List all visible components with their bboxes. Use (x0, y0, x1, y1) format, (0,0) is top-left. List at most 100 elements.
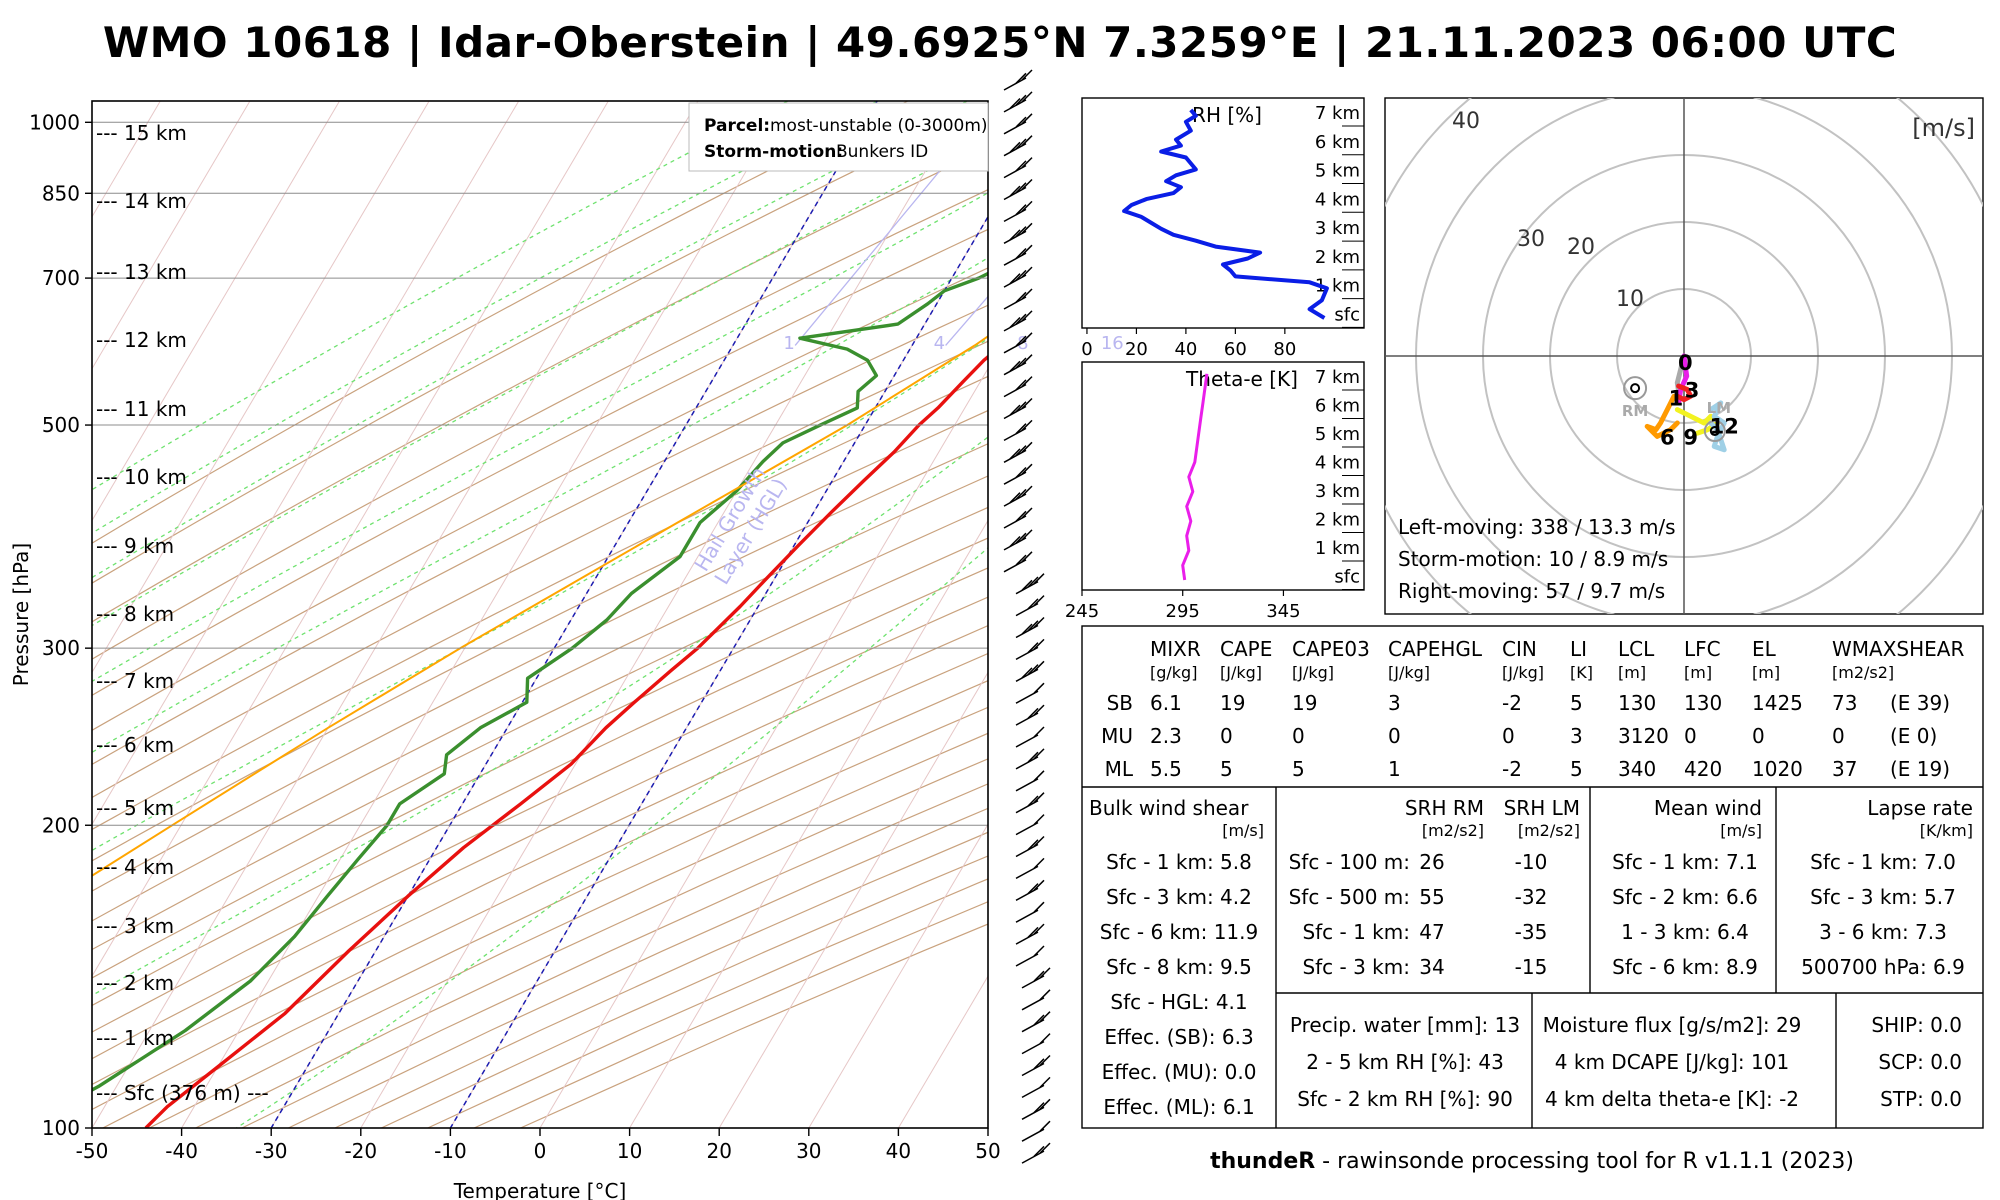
moist-adiabat (92, 101, 878, 534)
rh-km-label: 2 km (1315, 247, 1360, 268)
wind-barb-flag (1021, 288, 1033, 300)
mixing-ratio-label: 4 (934, 333, 945, 354)
wind-barb-flag (1027, 598, 1039, 610)
legend-storm-key: Storm-motion: (704, 142, 843, 162)
wind-barb-flag (1015, 445, 1027, 457)
param-cell: 420 (1684, 757, 1722, 781)
wind-barb-flag (1033, 726, 1045, 738)
wind-barb-flag (1033, 945, 1045, 957)
wind-barb-flag (1021, 200, 1033, 212)
hodograph-summary: Left-moving: 338 / 13.3 m/s (1398, 515, 1676, 539)
rh-x-tick-label: 60 (1224, 339, 1247, 360)
legend-storm-val: Bunkers ID (836, 142, 928, 162)
lapse-row: 3 - 6 km: 7.3 (1819, 920, 1947, 944)
bulk-row: Effec. (ML): 6.1 (1103, 1095, 1254, 1119)
temp-tick-label: -40 (165, 1139, 198, 1163)
param-cell: 340 (1618, 757, 1656, 781)
moist-adiabat (92, 101, 968, 579)
mean-row: Sfc - 1 km: 7.1 (1612, 850, 1758, 874)
temperature-line (144, 354, 988, 1128)
param-row-label: SB (1107, 691, 1133, 715)
height-label: --- 10 km (96, 465, 187, 489)
param-header: CIN (1502, 637, 1537, 661)
height-label: --- 14 km (96, 189, 187, 213)
param-cell: 3 (1388, 691, 1401, 715)
dry-adiabat (92, 228, 988, 697)
bulk-row: Sfc - 3 km: 4.2 (1106, 885, 1252, 909)
rh-km-label: 3 km (1315, 218, 1360, 239)
dry-adiabat (92, 375, 988, 831)
thetae-km-label: 7 km (1315, 367, 1360, 388)
hodograph-height-label: 12 (1710, 415, 1739, 439)
wind-barb-flag (1009, 273, 1021, 285)
rh-line (1122, 108, 1329, 320)
wind-barb-flag (1015, 269, 1027, 281)
rm-marker-center (1630, 383, 1641, 394)
param-cell: 5 (1570, 757, 1583, 781)
thetae-x-tick-label: 295 (1166, 601, 1200, 622)
mean-title: Mean wind (1654, 796, 1762, 820)
param-cell: 0 (1684, 724, 1697, 748)
dry-adiabat (92, 267, 988, 731)
isotherm (718, 671, 988, 1128)
wind-barb-flag (1039, 1011, 1051, 1023)
hodograph-trace (1708, 400, 1727, 453)
pressure-tick-label: 700 (42, 266, 80, 290)
height-label: --- 15 km (96, 121, 187, 145)
isotherm (92, 101, 520, 826)
bulk-row: Sfc - 8 km: 9.5 (1106, 955, 1252, 979)
thetae-x-tick-label: 245 (1065, 601, 1099, 622)
wind-barbs (1003, 69, 1051, 1164)
dry-adiabat (92, 105, 988, 584)
param-cell: 3 (1570, 724, 1583, 748)
srh-rm-value: 26 (1419, 850, 1444, 874)
dry-adiabat (92, 475, 988, 922)
isotherm (808, 823, 988, 1128)
bulk-title: Bulk wind shear (1089, 796, 1249, 820)
legend-parcel-val: most-unstable (0-3000m) (770, 116, 988, 136)
param-unit: [m] (1618, 663, 1646, 682)
rh-km-label: 5 km (1315, 161, 1360, 182)
temp-tick-label: 50 (975, 1139, 1000, 1163)
isotherm (92, 101, 609, 978)
index-row: SHIP: 0.0 (1871, 1013, 1962, 1037)
bulk-row: Effec. (MU): 0.0 (1102, 1060, 1257, 1084)
temp-tick-label: 10 (617, 1139, 642, 1163)
param-header: LFC (1684, 637, 1721, 661)
hgl-isotherm (449, 215, 988, 1128)
skewt-ylabel: Pressure [hPa] (9, 543, 33, 686)
srh-row-label: Sfc - 500 m: (1289, 885, 1410, 909)
param-cell: 0 (1220, 724, 1233, 748)
wind-barb-flag (1033, 970, 1045, 982)
wind-barb-flag (1015, 116, 1027, 128)
wind-barb-flag (1039, 1054, 1051, 1067)
height-label: --- 5 km (96, 796, 174, 820)
param-cell: 19 (1220, 691, 1245, 715)
wind-barb-flag (1039, 1142, 1051, 1154)
hodograph-plot (1385, 98, 1983, 614)
param-unit: [m2/s2] (1832, 663, 1894, 682)
hodograph-height-label: 6 (1660, 425, 1675, 449)
srh-row-label: Sfc - 3 km: (1302, 955, 1410, 979)
thetae-km-label: sfc (1334, 566, 1360, 587)
param-header: LCL (1618, 637, 1655, 661)
skewt-plot (92, 101, 988, 1128)
temp-tick-label: -50 (76, 1139, 109, 1163)
height-label: --- 11 km (96, 397, 187, 421)
wind-barb-flag (1039, 989, 1051, 1001)
bulk-row: Sfc - 1 km: 5.8 (1106, 850, 1252, 874)
lapse-row: Sfc - 1 km: 7.0 (1810, 850, 1956, 874)
param-cell: 0 (1502, 724, 1515, 748)
wind-barb-flag (1033, 704, 1045, 716)
temp-tick-label: -30 (255, 1139, 288, 1163)
thetae-km-label: 1 km (1315, 538, 1360, 559)
wind-barb-flag (1015, 138, 1027, 150)
hodograph-height-label: 3 (1685, 379, 1700, 403)
wind-barb-flag (1015, 488, 1027, 500)
wind-barb-flag (1015, 532, 1027, 544)
srh-rm-value: 55 (1419, 885, 1444, 909)
wind-barb-flag (1021, 157, 1033, 169)
param-cell: 0 (1832, 724, 1845, 748)
lapse-title: Lapse rate (1867, 796, 1973, 820)
